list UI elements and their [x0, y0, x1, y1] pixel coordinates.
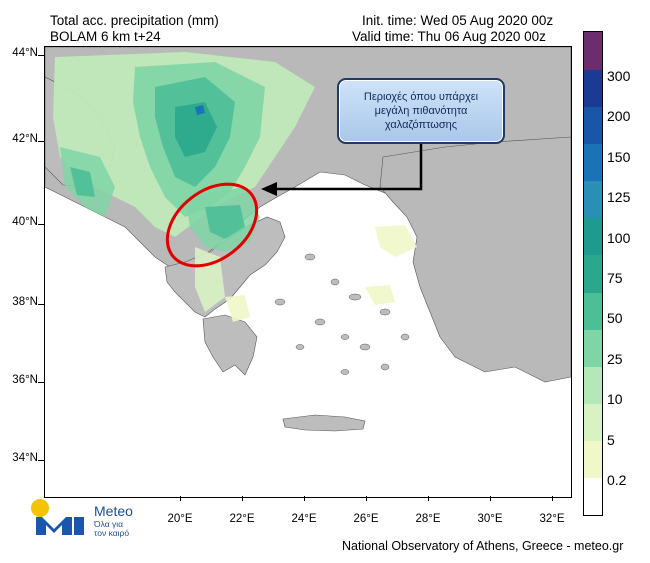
callout-arrowhead: [261, 182, 277, 196]
colorbar-segment: [584, 403, 602, 442]
colorbar-label: 300: [607, 68, 631, 84]
lon-label-28: 28°E: [415, 513, 441, 525]
colorbar-label: 25: [607, 351, 623, 367]
callout-pointer-line: [274, 139, 423, 191]
source-credit: National Observatory of Athens, Greece -…: [342, 539, 624, 553]
lat-tick: [38, 224, 44, 225]
meteo-logo-icon: [31, 499, 84, 535]
lon-tick: [428, 496, 429, 501]
lon-tick: [490, 496, 491, 501]
colorbar-label: 50: [607, 310, 623, 326]
colorbar-segment: [584, 69, 602, 107]
colorbar-segment: [584, 32, 602, 70]
lon-tick: [242, 496, 243, 501]
lat-tick: [38, 55, 44, 56]
precipitation-shading: [53, 52, 417, 322]
colorbar-label: 5: [607, 432, 615, 448]
colorbar-label: 200: [607, 108, 631, 124]
lon-tick: [366, 496, 367, 501]
lat-label-34: 34°N: [12, 452, 38, 464]
logo-name: Meteo: [94, 503, 133, 519]
colorbar-label: 125: [607, 189, 631, 205]
colorbar-label: 0.2: [607, 472, 627, 488]
lon-tick: [552, 496, 553, 501]
precip-colorbar: [583, 31, 603, 516]
colorbar-segment: [584, 366, 602, 405]
colorbar-segment: [584, 217, 602, 256]
map-title: Total acc. precipitation (mm): [50, 13, 219, 28]
lon-label-22: 22°E: [229, 513, 255, 525]
hail-probability-callout: Περιοχές όπου υπάρχει μεγάλη πιθανότητα …: [337, 78, 505, 144]
crete: [282, 414, 366, 432]
lat-tick: [38, 141, 44, 142]
lat-tick: [38, 304, 44, 305]
lon-tick: [304, 496, 305, 501]
map-subtitle: BOLAM 6 km t+24: [50, 29, 161, 44]
colorbar-segment: [584, 292, 602, 330]
lon-label-24: 24°E: [291, 513, 317, 525]
lon-label-30: 30°E: [477, 513, 503, 525]
lat-label-36: 36°N: [12, 374, 38, 386]
meteo-logo: [28, 497, 90, 537]
lat-label-44: 44°N: [12, 47, 38, 59]
colorbar-segment: [584, 254, 602, 293]
colorbar-label: 150: [607, 149, 631, 165]
valid-time: Valid time: Thu 06 Aug 2020 00z: [352, 29, 546, 44]
colorbar-label: 10: [607, 391, 623, 407]
colorbar-segment: [584, 440, 602, 479]
colorbar-segment: [584, 477, 602, 516]
lon-label-20: 20°E: [167, 513, 193, 525]
lon-label-26: 26°E: [353, 513, 379, 525]
hail-region-ellipse: [165, 182, 259, 268]
lon-tick: [180, 496, 181, 501]
lat-label-40: 40°N: [12, 216, 38, 228]
colorbar-label: 75: [607, 270, 623, 286]
colorbar-segment: [584, 180, 602, 219]
colorbar-segment: [584, 329, 602, 367]
colorbar-segment: [584, 143, 602, 182]
lat-label-38: 38°N: [12, 296, 38, 308]
init-time: Init. time: Wed 05 Aug 2020 00z: [362, 13, 554, 28]
lat-label-42: 42°N: [12, 133, 38, 145]
aegean-islands: [274, 253, 410, 375]
colorbar-label: 100: [607, 230, 631, 246]
lat-tick: [38, 460, 44, 461]
colorbar-segment: [584, 106, 602, 144]
lon-label-32: 32°E: [539, 513, 565, 525]
lat-tick: [38, 382, 44, 383]
logo-tagline: Όλα για τον καιρό: [94, 519, 130, 538]
anatolia-land: [379, 136, 571, 383]
